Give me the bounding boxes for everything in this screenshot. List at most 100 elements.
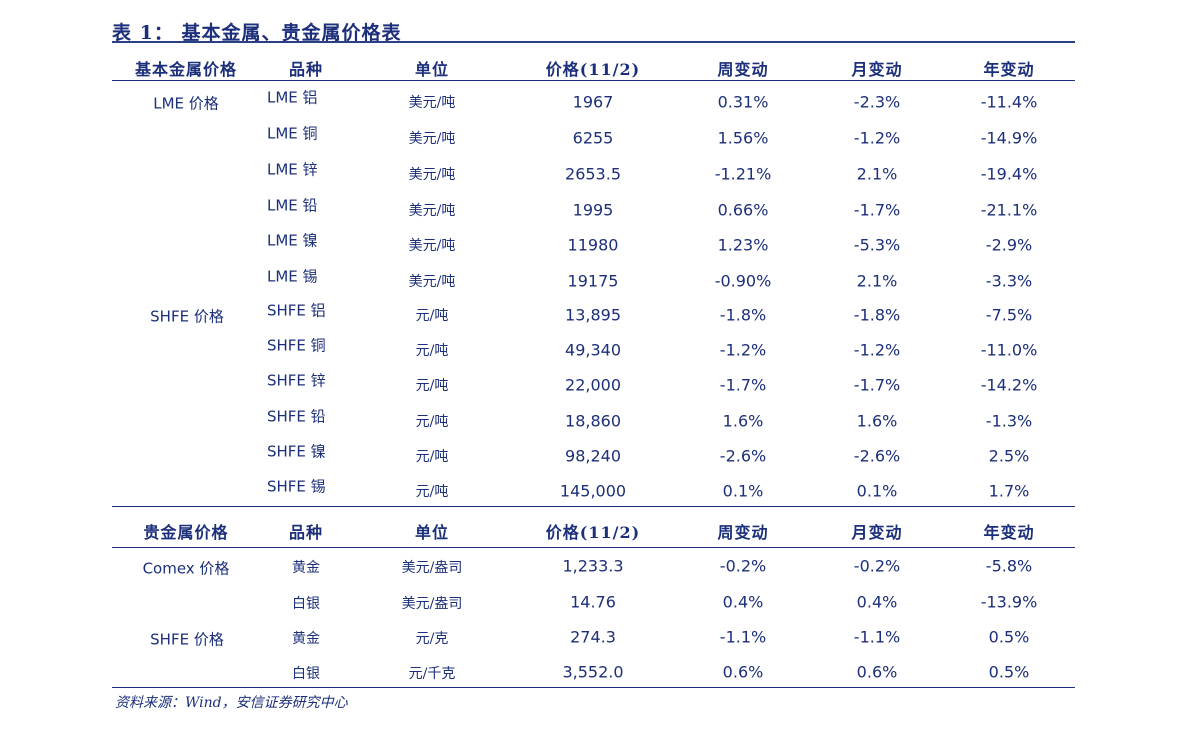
header-monthly: 月变动: [851, 60, 903, 79]
header-variety: 品种: [288, 60, 324, 79]
cell-price: 49,340: [565, 340, 621, 360]
cell-yearly: -1.3%: [985, 411, 1033, 431]
cell-yearly: -2.9%: [985, 235, 1033, 255]
cell-unit: 元/千克: [408, 666, 456, 682]
cell-monthly: -1.2%: [853, 340, 901, 360]
cell-price: 98,240: [565, 446, 621, 466]
bottom-rule: [112, 687, 1075, 688]
cell-monthly: -1.7%: [853, 375, 901, 395]
cell-yearly: -3.3%: [985, 271, 1033, 291]
base-bottom-rule: [112, 506, 1075, 507]
cell-unit: 美元/吨: [408, 238, 456, 254]
cell-price: 1995: [572, 200, 614, 220]
cell-monthly: -5.3%: [853, 235, 901, 255]
cell-unit: 美元/盎司: [401, 596, 463, 612]
cell-variety: LME 镍: [267, 231, 318, 250]
cell-weekly: 0.66%: [717, 200, 769, 220]
cell-monthly: 2.1%: [856, 271, 898, 291]
cell-yearly: 0.5%: [988, 662, 1030, 682]
cell-weekly: -1.2%: [719, 340, 767, 360]
cell-weekly: 0.1%: [722, 481, 764, 501]
cell-unit: 美元/吨: [408, 95, 456, 111]
cell-unit: 美元/吨: [408, 203, 456, 219]
cell-variety: SHFE 锌: [267, 371, 326, 390]
title-rule: [112, 41, 1075, 43]
cell-weekly: -0.90%: [714, 271, 772, 291]
cell-monthly: 0.1%: [856, 481, 898, 501]
source-note: 资料来源：Wind，安信证券研究中心: [115, 695, 348, 711]
cell-variety: 黄金: [292, 560, 320, 576]
cell-variety: 黄金: [292, 631, 320, 647]
cell-variety: SHFE 锡: [267, 477, 326, 496]
cell-unit: 元/吨: [415, 449, 449, 465]
cell-variety: 白银: [292, 666, 320, 682]
cell-price: 14.76: [570, 592, 616, 612]
cell-yearly: -19.4%: [980, 164, 1038, 184]
cell-weekly: 0.4%: [722, 592, 764, 612]
header-weekly: 周变动: [717, 60, 769, 79]
cell-yearly: -11.0%: [980, 340, 1038, 360]
cell-variety: LME 锌: [267, 160, 318, 179]
cell-unit: 元/吨: [415, 343, 449, 359]
cell-variety: 白银: [292, 596, 320, 612]
header-weekly: 周变动: [717, 523, 769, 542]
cell-unit: 元/吨: [415, 414, 449, 430]
group-label-shfe-precious: SHFE 价格: [150, 630, 224, 649]
cell-price: 6255: [572, 128, 614, 148]
header-yearly: 年变动: [983, 523, 1035, 542]
cell-yearly: -13.9%: [980, 592, 1038, 612]
cell-yearly: 2.5%: [988, 446, 1030, 466]
cell-yearly: 1.7%: [988, 481, 1030, 501]
cell-monthly: -1.1%: [853, 627, 901, 647]
cell-unit: 美元/吨: [408, 167, 456, 183]
cell-yearly: 0.5%: [988, 627, 1030, 647]
cell-weekly: -1.7%: [719, 375, 767, 395]
cell-price: 3,552.0: [562, 662, 624, 682]
cell-yearly: -14.9%: [980, 128, 1038, 148]
group-label-shfe: SHFE 价格: [150, 307, 224, 326]
cell-variety: SHFE 铜: [267, 336, 326, 355]
cell-yearly: -21.1%: [980, 200, 1038, 220]
cell-price: 22,000: [565, 375, 621, 395]
cell-variety: LME 铜: [267, 124, 318, 143]
cell-monthly: -2.3%: [853, 92, 901, 112]
cell-monthly: -1.8%: [853, 305, 901, 325]
group-label-comex: Comex 价格: [142, 559, 230, 578]
precious-header-rule: [112, 547, 1075, 548]
cell-monthly: 1.6%: [856, 411, 898, 431]
cell-weekly: -1.1%: [719, 627, 767, 647]
group-label-lme: LME 价格: [153, 94, 219, 113]
cell-unit: 元/吨: [415, 308, 449, 324]
header-price: 价格(11/2): [545, 523, 641, 542]
header-price: 价格(11/2): [545, 60, 641, 79]
cell-unit: 元/克: [415, 631, 449, 647]
cell-variety: SHFE 铅: [267, 407, 326, 426]
cell-yearly: -11.4%: [980, 92, 1038, 112]
cell-yearly: -5.8%: [985, 556, 1033, 576]
table-title: 表 1： 基本金属、贵金属价格表: [112, 22, 402, 44]
cell-variety: SHFE 铝: [267, 301, 326, 320]
cell-price: 1,233.3: [562, 556, 624, 576]
header-yearly: 年变动: [983, 60, 1035, 79]
cell-monthly: 2.1%: [856, 164, 898, 184]
cell-weekly: 0.31%: [717, 92, 769, 112]
cell-monthly: -0.2%: [853, 556, 901, 576]
cell-variety: SHFE 镍: [267, 442, 326, 461]
cell-weekly: -0.2%: [719, 556, 767, 576]
cell-weekly: -1.8%: [719, 305, 767, 325]
cell-monthly: -2.6%: [853, 446, 901, 466]
cell-weekly: 1.23%: [717, 235, 769, 255]
cell-monthly: -1.7%: [853, 200, 901, 220]
header-monthly: 月变动: [851, 523, 903, 542]
cell-unit: 美元/盎司: [401, 560, 463, 576]
cell-price: 11980: [567, 235, 619, 255]
cell-price: 2653.5: [565, 164, 621, 184]
cell-weekly: -1.21%: [714, 164, 772, 184]
cell-unit: 美元/吨: [408, 131, 456, 147]
cell-monthly: 0.6%: [856, 662, 898, 682]
header-category: 基本金属价格: [134, 60, 238, 79]
cell-weekly: 1.6%: [722, 411, 764, 431]
cell-price: 19175: [567, 271, 619, 291]
cell-price: 13,895: [565, 305, 621, 325]
cell-variety: LME 锡: [267, 267, 318, 286]
